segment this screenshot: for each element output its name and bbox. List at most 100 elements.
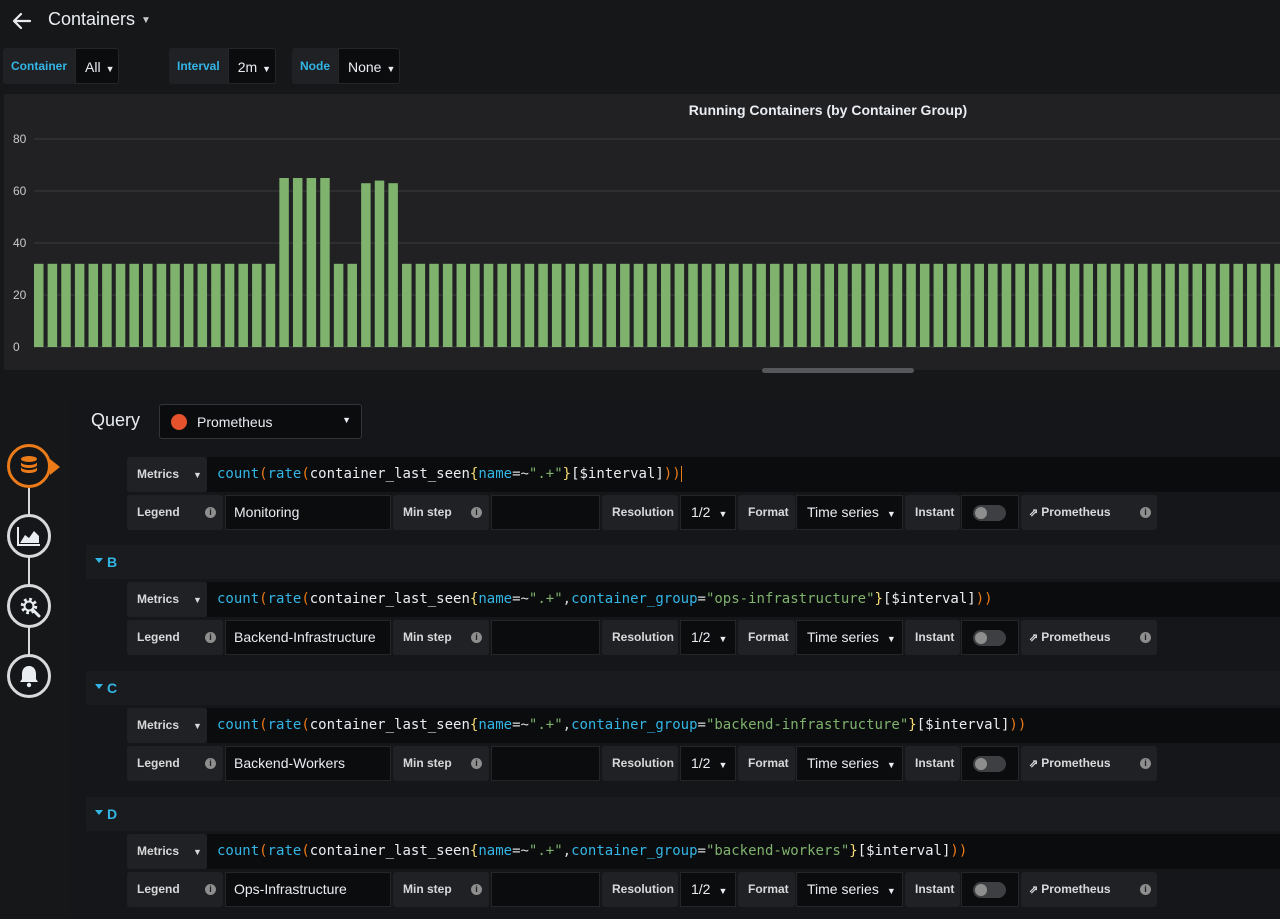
bar[interactable] xyxy=(1069,263,1080,347)
variable-select[interactable]: All ▼ xyxy=(75,48,120,84)
bar[interactable] xyxy=(838,263,848,347)
prometheus-link[interactable]: ⇗ Prometheus xyxy=(1021,620,1157,655)
bar[interactable] xyxy=(361,183,371,347)
legend-input[interactable]: Monitoring xyxy=(225,495,391,530)
info-icon[interactable]: i xyxy=(205,758,216,769)
dashboard-title[interactable]: Containers ▼ xyxy=(48,9,151,30)
info-icon[interactable]: i xyxy=(1140,632,1151,643)
bar[interactable] xyxy=(770,263,780,347)
bar[interactable] xyxy=(1001,263,1012,347)
metrics-label[interactable]: Metrics ▼ xyxy=(127,582,207,617)
info-icon[interactable]: i xyxy=(1140,884,1151,895)
bar[interactable] xyxy=(879,263,889,347)
bar[interactable] xyxy=(756,263,766,347)
format-select[interactable]: Time series ▼ xyxy=(796,495,903,530)
bar[interactable] xyxy=(347,263,357,347)
query-header[interactable]: B xyxy=(86,545,1280,579)
bar[interactable] xyxy=(1110,263,1121,347)
bar[interactable] xyxy=(34,263,44,347)
bar[interactable] xyxy=(1206,263,1216,347)
bar[interactable] xyxy=(252,263,262,347)
bar[interactable] xyxy=(333,263,344,347)
bar[interactable] xyxy=(538,263,548,347)
bar[interactable] xyxy=(47,263,58,347)
bar[interactable] xyxy=(1083,263,1094,347)
bar[interactable] xyxy=(1233,263,1243,347)
min-step-input[interactable] xyxy=(491,620,600,655)
bar[interactable] xyxy=(729,263,739,347)
bar[interactable] xyxy=(620,263,630,347)
bar[interactable] xyxy=(783,263,794,347)
info-icon[interactable]: i xyxy=(205,884,216,895)
bar[interactable] xyxy=(1151,263,1162,347)
bar[interactable] xyxy=(988,263,998,347)
info-icon[interactable]: i xyxy=(205,507,216,518)
bar[interactable] xyxy=(143,263,153,347)
bar[interactable] xyxy=(442,263,453,347)
metrics-label[interactable]: Metrics ▼ xyxy=(127,834,207,869)
instant-toggle[interactable] xyxy=(973,882,1006,898)
prometheus-link[interactable]: ⇗ Prometheus xyxy=(1021,495,1157,530)
bar[interactable] xyxy=(947,263,957,347)
nav-general[interactable] xyxy=(7,584,51,628)
metrics-expression-input[interactable]: count(rate(container_last_seen{name=~".+… xyxy=(207,708,1280,743)
bar[interactable] xyxy=(851,263,862,347)
arrow-left-icon[interactable] xyxy=(10,9,34,33)
bar[interactable] xyxy=(224,263,235,347)
bar[interactable] xyxy=(429,263,439,347)
bar[interactable] xyxy=(115,263,126,347)
bar[interactable] xyxy=(742,263,753,347)
bar[interactable] xyxy=(1247,263,1257,347)
info-icon[interactable]: i xyxy=(205,632,216,643)
panel-title[interactable]: Running Containers (by Container Group) xyxy=(688,102,968,118)
bar[interactable] xyxy=(1028,263,1039,347)
bar[interactable] xyxy=(88,263,99,347)
bar[interactable] xyxy=(701,263,712,347)
bar[interactable] xyxy=(279,178,289,347)
bar[interactable] xyxy=(483,263,494,347)
metrics-expression-input[interactable]: count(rate(container_last_seen{name=~".+… xyxy=(207,457,1280,492)
bar[interactable] xyxy=(238,263,248,347)
bar[interactable] xyxy=(1097,263,1107,347)
instant-toggle[interactable] xyxy=(973,756,1006,772)
info-icon[interactable]: i xyxy=(1140,507,1151,518)
bar[interactable] xyxy=(1260,263,1271,347)
legend-input[interactable]: Backend-Workers xyxy=(225,746,391,781)
variable-select[interactable]: 2m ▼ xyxy=(227,48,276,84)
prometheus-link[interactable]: ⇗ Prometheus xyxy=(1021,746,1157,781)
bar[interactable] xyxy=(497,263,507,347)
bar[interactable] xyxy=(933,263,944,347)
bar[interactable] xyxy=(715,263,726,347)
bar[interactable] xyxy=(470,263,480,347)
info-icon[interactable]: i xyxy=(471,632,482,643)
bar[interactable] xyxy=(688,263,698,347)
bar[interactable] xyxy=(797,263,807,347)
resolution-select[interactable]: 1/2 ▼ xyxy=(680,872,736,907)
bar[interactable] xyxy=(374,180,385,347)
bar[interactable] xyxy=(1274,263,1280,347)
bar[interactable] xyxy=(1124,263,1134,347)
bar[interactable] xyxy=(1219,263,1230,347)
bar[interactable] xyxy=(565,263,576,347)
bar[interactable] xyxy=(102,263,112,347)
bar[interactable] xyxy=(1015,263,1025,347)
bar[interactable] xyxy=(1165,263,1175,347)
bar[interactable] xyxy=(592,263,603,347)
bar[interactable] xyxy=(960,263,971,347)
bar[interactable] xyxy=(579,263,589,347)
bar[interactable] xyxy=(183,263,194,347)
min-step-input[interactable] xyxy=(491,495,600,530)
resolution-select[interactable]: 1/2 ▼ xyxy=(680,495,736,530)
variable-select[interactable]: None ▼ xyxy=(338,48,400,84)
bar[interactable] xyxy=(606,263,616,347)
bar[interactable] xyxy=(647,263,657,347)
nav-visualization[interactable] xyxy=(7,514,51,558)
bar[interactable] xyxy=(265,263,276,347)
instant-toggle[interactable] xyxy=(973,630,1006,646)
metrics-expression-input[interactable]: count(rate(container_last_seen{name=~".+… xyxy=(207,834,1280,869)
legend-input[interactable]: Backend-Infrastructure xyxy=(225,620,391,655)
bar[interactable] xyxy=(810,263,821,347)
bar[interactable] xyxy=(1138,263,1148,347)
nav-alert[interactable] xyxy=(7,654,51,698)
bar[interactable] xyxy=(415,263,426,347)
